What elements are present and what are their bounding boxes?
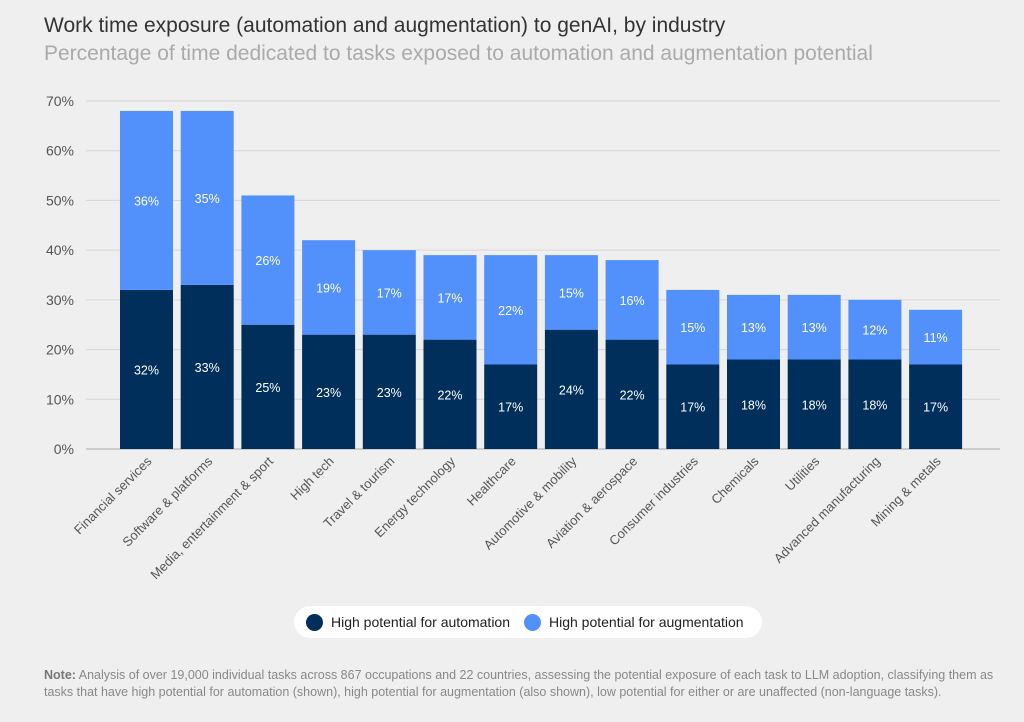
- y-tick-label: 40%: [46, 242, 74, 258]
- legend-item-augmentation: High potential for augmentation: [524, 613, 744, 631]
- footnote: Note: Analysis of over 19,000 individual…: [44, 667, 994, 701]
- data-label: 11%: [924, 331, 948, 345]
- bar-segment-augmentation: [484, 255, 538, 365]
- bar-segment-automation: [727, 359, 780, 449]
- legend-swatch-augmentation: [524, 613, 541, 631]
- bar-chart: 0%10%20%30%40%50%60%70%32%36%Financial s…: [46, 93, 1000, 582]
- bar-segment-augmentation: [302, 240, 356, 335]
- data-label: 25%: [255, 381, 280, 395]
- data-label: 22%: [498, 304, 523, 318]
- x-tick-label: High tech: [287, 454, 336, 503]
- bar-segment-augmentation: [544, 255, 598, 330]
- data-label: 33%: [195, 361, 220, 375]
- x-tick-label: Media, entertainment & sport: [147, 453, 276, 582]
- data-label: 17%: [923, 401, 948, 415]
- bar-segment-automation: [666, 364, 720, 449]
- data-label: 15%: [680, 321, 705, 335]
- bar-segment-automation: [787, 359, 841, 449]
- data-label: 13%: [802, 321, 827, 335]
- data-label: 18%: [862, 398, 887, 412]
- note-text: Analysis of over 19,000 individual tasks…: [44, 668, 994, 699]
- bar-segment-augmentation: [909, 309, 963, 365]
- chart-title: Work time exposure (automation and augme…: [44, 14, 726, 37]
- y-tick-label: 10%: [46, 391, 74, 407]
- bar-segment-augmentation: [605, 260, 659, 340]
- data-label: 24%: [559, 383, 584, 397]
- data-label: 15%: [559, 286, 584, 300]
- bar-segment-automation: [423, 339, 477, 449]
- bar-segment-automation: [362, 334, 416, 449]
- data-label: 19%: [316, 281, 341, 295]
- bar-segment-automation: [909, 364, 963, 449]
- bar-segment-augmentation: [423, 255, 477, 340]
- legend: High potential for automation High poten…: [294, 606, 762, 638]
- data-label: 36%: [134, 194, 159, 208]
- bar-segment-automation: [848, 359, 902, 449]
- data-label: 17%: [498, 401, 523, 415]
- bar-segment-automation: [180, 284, 234, 449]
- bar-segment-augmentation: [727, 294, 780, 360]
- data-label: 17%: [680, 401, 705, 415]
- note-label: Note:: [44, 668, 76, 682]
- x-tick-label: Utilities: [782, 453, 823, 494]
- bar-segment-automation: [120, 289, 173, 449]
- bar-segment-augmentation: [666, 289, 720, 365]
- bar-segment-automation: [302, 334, 356, 449]
- legend-label: High potential for augmentation: [549, 614, 744, 630]
- y-tick-label: 30%: [46, 292, 74, 308]
- bar-segment-automation: [241, 324, 295, 449]
- x-tick-label: Advanced manufacturing: [771, 454, 883, 566]
- data-label: 18%: [802, 398, 827, 412]
- bar-segment-augmentation: [362, 250, 416, 335]
- data-label: 18%: [741, 398, 766, 412]
- data-label: 17%: [437, 291, 462, 305]
- bar-segment-augmentation: [848, 299, 902, 360]
- data-label: 13%: [741, 321, 766, 335]
- bar-segment-automation: [544, 329, 598, 449]
- y-tick-label: 60%: [46, 143, 74, 159]
- data-label: 22%: [620, 388, 645, 402]
- chart-subtitle: Percentage of time dedicated to tasks ex…: [44, 42, 873, 65]
- y-tick-label: 0%: [54, 441, 74, 457]
- y-tick-label: 50%: [46, 192, 74, 208]
- bar-segment-automation: [484, 364, 538, 449]
- data-label: 23%: [316, 386, 341, 400]
- bar-segment-augmentation: [180, 110, 234, 285]
- data-label: 12%: [862, 324, 887, 338]
- bar-segment-automation: [605, 339, 659, 449]
- x-tick-label: Healthcare: [464, 454, 519, 509]
- x-tick-label: Chemicals: [708, 453, 762, 507]
- bar-segment-augmentation: [241, 195, 295, 325]
- bar-segment-augmentation: [120, 110, 173, 290]
- data-label: 23%: [377, 386, 402, 400]
- data-label: 16%: [620, 294, 645, 308]
- data-label: 17%: [377, 286, 402, 300]
- data-label: 32%: [134, 363, 159, 377]
- data-label: 35%: [195, 192, 220, 206]
- legend-swatch-automation: [306, 613, 323, 631]
- y-tick-label: 20%: [46, 342, 74, 358]
- y-tick-label: 70%: [46, 93, 74, 109]
- data-label: 26%: [255, 254, 280, 268]
- legend-label: High potential for automation: [331, 614, 510, 630]
- data-label: 22%: [437, 388, 462, 402]
- bar-segment-augmentation: [787, 294, 841, 360]
- legend-item-automation: High potential for automation: [306, 613, 510, 631]
